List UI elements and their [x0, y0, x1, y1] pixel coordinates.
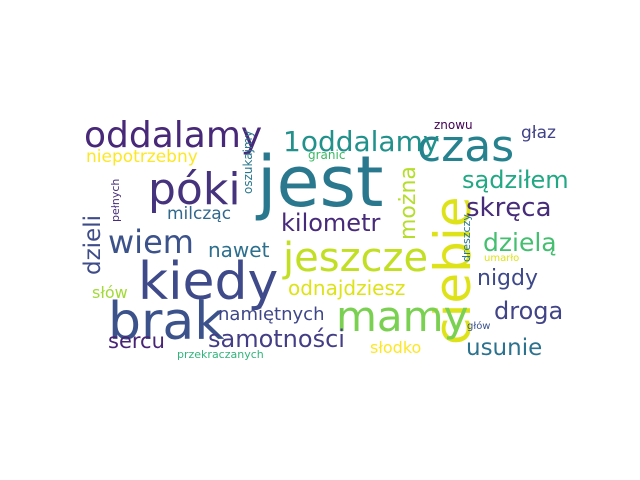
- word-umarlo: umarło: [484, 253, 520, 264]
- word-jest: jest: [257, 141, 384, 223]
- word-niepotrzebny: niepotrzebny: [86, 147, 198, 167]
- word-kiedy: kiedy: [138, 252, 279, 312]
- word-oszukajmy: oszukajmy: [241, 130, 255, 194]
- word-slodko: słodko: [370, 338, 422, 357]
- word-glow: głów: [467, 321, 491, 332]
- word-nigdy: nigdy: [477, 266, 539, 291]
- word-pelnych: pełnych: [109, 178, 122, 222]
- word-czas: czas: [417, 121, 515, 172]
- word-1oddalamy: 1oddalamy: [283, 125, 440, 158]
- word-glaz: głaz: [521, 123, 556, 143]
- word-brak: brak: [108, 292, 225, 352]
- word-samotnosci: samotności: [208, 325, 345, 353]
- word-sadzilem: sądziłem: [462, 166, 569, 194]
- word-dziela: dzielą: [483, 228, 557, 257]
- word-dreszczy: dreszczy: [460, 214, 473, 262]
- word-sercu: sercu: [108, 329, 165, 353]
- word-mozna: można: [396, 166, 421, 240]
- word-znowu: znowu: [434, 118, 473, 132]
- word-granic: granic: [308, 148, 346, 162]
- word-przekraczanych: przekraczanych: [177, 348, 264, 361]
- word-oddalamy: oddalamy: [84, 115, 263, 156]
- word-nawet: nawet: [208, 238, 270, 262]
- word-mamy: mamy: [336, 292, 469, 341]
- word-wiem: wiem: [108, 223, 194, 261]
- word-namietnych: namiętnych: [218, 304, 325, 325]
- word-milczac: milcząc: [167, 204, 232, 224]
- word-usunie: usunie: [466, 335, 543, 361]
- word-jeszcze: jeszcze: [283, 235, 429, 281]
- word-poki: póki: [148, 164, 241, 215]
- word-slow: słów: [92, 283, 128, 302]
- word-odnajdziesz: odnajdziesz: [288, 276, 406, 300]
- word-kilometr: kilometr: [281, 209, 381, 237]
- word-skreca: skręca: [466, 193, 552, 223]
- word-droga: droga: [494, 297, 564, 325]
- word-dzieli: dzieli: [80, 215, 106, 275]
